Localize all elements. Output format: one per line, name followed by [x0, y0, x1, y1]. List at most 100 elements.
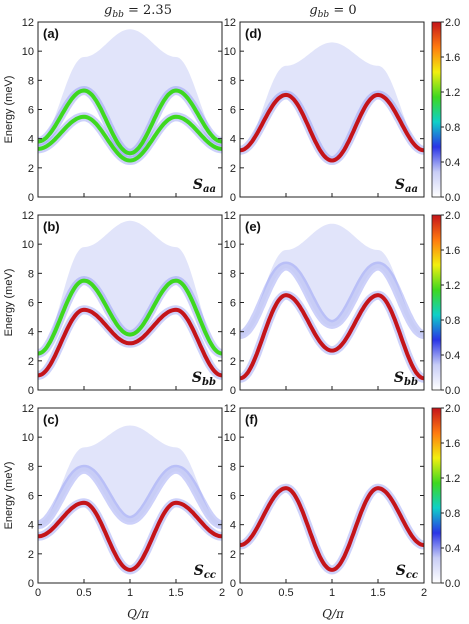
panel-e-ytick-label: 10	[224, 239, 236, 251]
panel-f-ytick-label: 4	[230, 520, 236, 532]
panel-a: 0 2 4 6 8 10 12 (a) Saa Energy (meV)	[3, 17, 223, 204]
panel-d-branch-upper	[240, 92, 424, 163]
colorbar-tick-label: 1.2	[445, 87, 460, 99]
panel-d-label: (d)	[245, 26, 262, 41]
panel-a-component-label: Saa	[193, 177, 216, 195]
panel-b-ytick-label: 4	[28, 327, 34, 339]
panel-e-ytick-label: 4	[230, 327, 236, 339]
panel-a-ytick-label: 10	[22, 46, 34, 58]
colorbar-tick-label: 0.8	[445, 508, 460, 520]
x-axis-label-left: Q/π	[127, 607, 150, 621]
panel-c-ytick-label: 12	[22, 403, 34, 415]
panel-f-branch-upper	[240, 486, 424, 572]
colorbar-tick-label: 2.0	[445, 17, 460, 29]
panel-b-y-axis-label: Energy (meV)	[3, 269, 15, 337]
panel-a-ytick-label: 2	[28, 163, 34, 175]
panel-a-branch-upper	[38, 88, 222, 156]
panel-f-ytick-label: 10	[224, 432, 236, 444]
colorbar-tick-label: 0.0	[445, 192, 460, 204]
panel-b-branch-lower	[38, 307, 222, 378]
panel-e-ytick-label: 2	[230, 356, 236, 368]
panel-b-branch-upper	[38, 278, 222, 356]
panel-f-continuum	[240, 434, 424, 570]
panel-d-ytick-label: 8	[230, 75, 236, 87]
colorbar-tick-label: 0.8	[445, 122, 460, 134]
panel-e-component-label: Sbb	[394, 370, 418, 388]
panel-b-continuum	[38, 220, 222, 354]
colorbar-tick-label: 0.4	[445, 157, 460, 169]
panel-c-xtick-label: 1.5	[168, 587, 183, 599]
panel-c-branch-upper	[38, 467, 222, 527]
panel-e-ytick-label: 6	[230, 298, 236, 310]
panel-e-ytick-label: 12	[224, 210, 236, 222]
panel-f: 0 2 4 6 8 10 12 0 0.5 1 1.5 2 (f) Scc	[224, 403, 427, 599]
panel-e-label: (e)	[245, 219, 261, 234]
colorbar-row-3: 0.0 0.4 0.8 1.2 1.6 2.0	[431, 403, 460, 590]
colorbar-tick-label: 1.2	[445, 473, 460, 485]
panel-f-xtick-label: 2	[421, 587, 427, 599]
colorbar-tick-label: 1.6	[445, 245, 460, 257]
panel-c-xtick-label: 0.5	[76, 587, 91, 599]
panel-d-ytick-label: 10	[224, 46, 236, 58]
panel-e-ytick-label: 8	[230, 268, 236, 280]
panel-d-component-label: Saa	[395, 177, 418, 195]
panel-b: 0 2 4 6 8 10 12 (b) Sbb Energy (meV)	[3, 210, 223, 397]
panel-b-ytick-label: 10	[22, 239, 34, 251]
panel-f-ytick-label: 12	[224, 403, 236, 415]
panel-f-xtick-label: 1.5	[370, 587, 385, 599]
panel-f-ytick-label: 8	[230, 461, 236, 473]
panel-f-component-label: Scc	[396, 563, 418, 581]
colorbar-row-2: 0.0 0.4 0.8 1.2 1.6 2.0	[431, 210, 460, 397]
panel-a-branch-lower	[38, 114, 222, 163]
panel-d-continuum	[240, 42, 424, 161]
colorbar-tick-label: 1.6	[445, 438, 460, 450]
panel-d-ytick-label: 4	[230, 134, 236, 146]
panel-d: 0 2 4 6 8 10 12 (d) Saa	[224, 17, 425, 204]
panel-d-ytick-label: 2	[230, 163, 236, 175]
panel-f-label: (f)	[245, 412, 258, 427]
panel-c-ytick-label: 8	[28, 461, 34, 473]
panel-d-ytick-label: 12	[224, 17, 236, 29]
colorbar-strip	[431, 214, 442, 391]
x-axis-label-right: Q/π	[322, 607, 345, 621]
panel-f-xtick-label: 1	[329, 587, 335, 599]
panel-a-ytick-label: 0	[28, 192, 34, 204]
panel-a-ytick-label: 12	[22, 17, 34, 29]
colorbar-tick-label: 2.0	[445, 210, 460, 222]
colorbar-tick-label: 1.6	[445, 52, 460, 64]
panel-a-ytick-label: 4	[28, 134, 34, 146]
panel-c-xtick-label: 1	[127, 587, 133, 599]
colorbar-strip	[431, 21, 442, 198]
panel-d-ytick-label: 6	[230, 105, 236, 117]
panel-c-xtick-label: 0	[35, 587, 41, 599]
colorbar-tick-label: 2.0	[445, 403, 460, 415]
panel-c-y-axis-label: Energy (meV)	[3, 462, 15, 530]
panel-e-continuum	[240, 223, 424, 335]
panel-c-branch-lower	[38, 500, 222, 572]
panel-a-continuum	[38, 29, 222, 154]
panel-e-ytick-label: 0	[230, 385, 236, 397]
panel-b-ytick-label: 2	[28, 356, 34, 368]
panel-c-component-label: Scc	[194, 563, 216, 581]
colorbar-tick-label: 0.8	[445, 315, 460, 327]
panel-c-ytick-label: 0	[28, 578, 34, 590]
colorbar-tick-label: 0.4	[445, 543, 460, 555]
panel-c-label: (c)	[43, 412, 59, 427]
panel-b-label: (b)	[43, 219, 60, 234]
panel-f-ytick-label: 2	[230, 549, 236, 561]
panel-b-ytick-label: 8	[28, 268, 34, 280]
panel-b-ytick-label: 0	[28, 385, 34, 397]
panel-f-xtick-label: 0.5	[278, 587, 293, 599]
panel-b-component-label: Sbb	[192, 370, 216, 388]
column-title-left: 𝑔bb = 2.35	[104, 3, 172, 20]
panel-b-ytick-label: 6	[28, 298, 34, 310]
colorbar-tick-label: 0.4	[445, 350, 460, 362]
colorbar-tick-label: 0.0	[445, 385, 460, 397]
colorbars: 0.00.40.81.21.62.00.00.40.81.21.62.00.00…	[431, 17, 460, 590]
panel-f-ytick-label: 0	[230, 578, 236, 590]
panel-c: 0 2 4 6 8 10 12 0 0.5 1 1.5 2 (c) Scc Energy (meV)	[3, 403, 225, 599]
colorbar-row-1: 0.0 0.4 0.8 1.2 1.6 2.0	[431, 17, 460, 204]
panel-a-ytick-label: 8	[28, 75, 34, 87]
panel-d-ytick-label: 0	[230, 192, 236, 204]
